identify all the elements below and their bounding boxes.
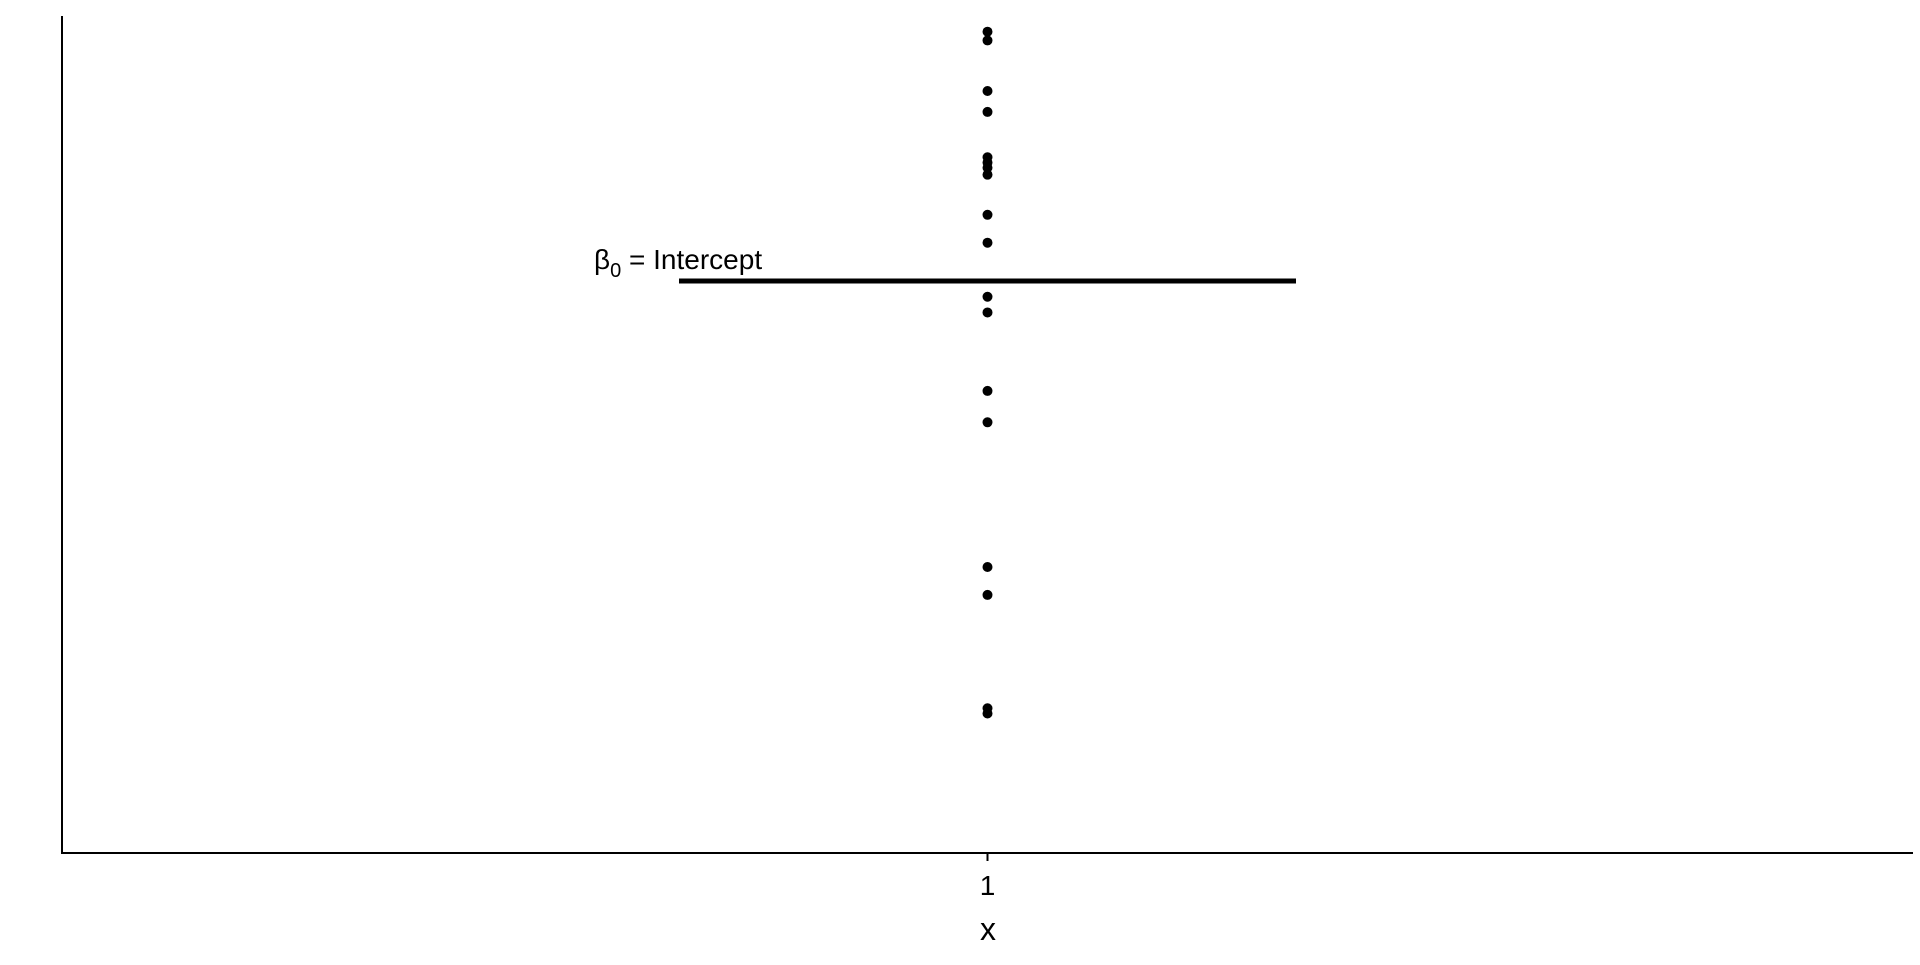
data-point (982, 589, 993, 600)
data-points (982, 26, 993, 719)
intercept-label-subscript: 0 (610, 260, 621, 282)
intercept-annotation: β0 = Intercept (594, 244, 1296, 284)
axes (61, 16, 1913, 854)
data-point (982, 237, 993, 248)
data-point (982, 385, 993, 396)
intercept-label-beta: β (594, 244, 610, 275)
data-point (982, 209, 993, 220)
data-point (982, 417, 993, 428)
data-point (982, 291, 993, 302)
data-point (982, 26, 993, 37)
x-axis-label: x (980, 911, 996, 947)
x-tick-label: 1 (980, 870, 996, 901)
intercept-label: β0 = Intercept (594, 244, 762, 282)
data-point (982, 152, 993, 163)
data-point (982, 106, 993, 117)
data-point (982, 85, 993, 96)
intercept-label-text: = Intercept (621, 244, 762, 275)
x-ticks: 1 (980, 853, 996, 901)
data-point (982, 703, 993, 714)
data-point (982, 562, 993, 573)
data-point (982, 169, 993, 180)
data-point (982, 307, 993, 318)
data-point (982, 35, 993, 46)
